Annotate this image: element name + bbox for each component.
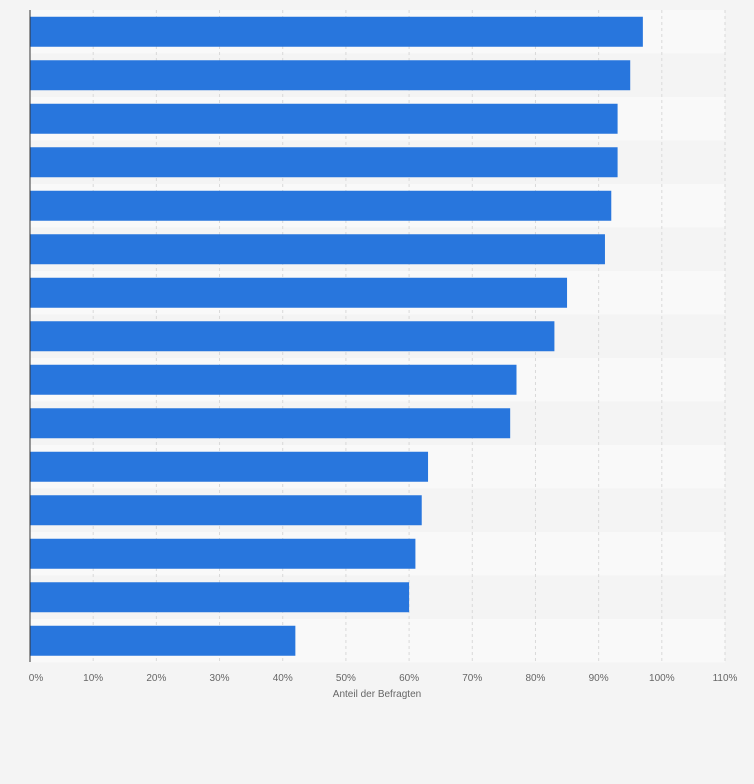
bar — [30, 582, 410, 613]
bar — [30, 451, 429, 482]
bar — [30, 408, 511, 439]
x-tick-labels: 0% 10% 20% 30% 40% 50% 60% 70% 80% 90% 100% 110% — [29, 673, 738, 684]
x-tick-label: 10% — [83, 673, 103, 684]
bar — [30, 495, 422, 526]
x-axis-label: Anteil der Befragten — [333, 689, 421, 700]
bar — [30, 147, 618, 178]
bar — [30, 190, 612, 221]
x-tick-label: 0% — [29, 673, 44, 684]
bar — [30, 364, 517, 395]
x-tick-label: 110% — [713, 673, 738, 684]
x-tick-label: 100% — [649, 673, 675, 684]
x-tick-label: 90% — [589, 673, 609, 684]
x-tick-label: 60% — [399, 673, 419, 684]
bar — [30, 538, 416, 569]
bar — [30, 625, 296, 656]
x-tick-label: 50% — [336, 673, 356, 684]
x-tick-label: 70% — [462, 673, 482, 684]
x-tick-label: 20% — [146, 673, 166, 684]
bar — [30, 234, 605, 265]
x-tick-label: 40% — [273, 673, 293, 684]
bar — [30, 321, 555, 352]
x-tick-label: 80% — [525, 673, 545, 684]
bar — [30, 60, 631, 91]
bar — [30, 277, 568, 308]
bar — [30, 103, 618, 134]
x-tick-label: 30% — [210, 673, 230, 684]
bars — [30, 16, 643, 656]
bar — [30, 16, 643, 47]
